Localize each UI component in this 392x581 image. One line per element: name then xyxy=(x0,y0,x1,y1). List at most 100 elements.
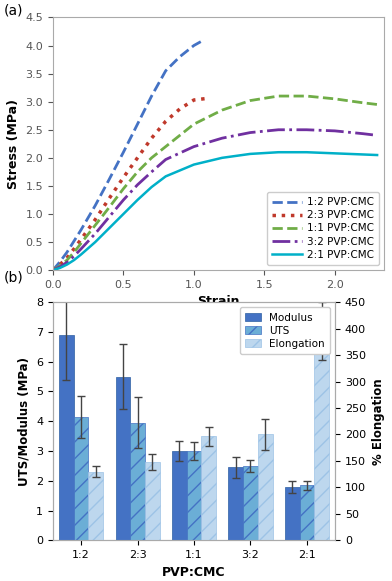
3:2 PVP:CMC xyxy=(107,213,112,220)
2:1 PVP:CMC xyxy=(192,161,196,168)
1:1 PVP:CMC xyxy=(65,257,69,264)
3:2 PVP:CMC xyxy=(375,132,379,139)
1:1 PVP:CMC xyxy=(72,249,76,256)
X-axis label: Strain: Strain xyxy=(197,296,240,309)
1:2 PVP:CMC xyxy=(51,267,55,274)
Bar xyxy=(89,472,103,540)
3:2 PVP:CMC xyxy=(135,181,140,188)
Y-axis label: UTS/Modulus (MPa): UTS/Modulus (MPa) xyxy=(18,357,31,486)
Text: (a): (a) xyxy=(4,3,24,17)
Bar xyxy=(187,451,201,540)
2:3 PVP:CMC xyxy=(58,261,62,268)
1:2 PVP:CMC xyxy=(121,149,126,156)
3:2 PVP:CMC xyxy=(65,259,69,266)
1:1 PVP:CMC xyxy=(93,222,98,229)
3:2 PVP:CMC xyxy=(192,143,196,150)
1:1 PVP:CMC xyxy=(192,121,196,128)
1:1 PVP:CMC xyxy=(149,155,154,162)
2:3 PVP:CMC xyxy=(206,95,211,102)
Legend: Modulus, UTS, Elongation: Modulus, UTS, Elongation xyxy=(240,307,330,354)
Bar xyxy=(229,467,243,540)
3:2 PVP:CMC xyxy=(332,127,337,134)
2:3 PVP:CMC xyxy=(135,155,140,162)
1:2 PVP:CMC xyxy=(178,53,182,60)
3:2 PVP:CMC xyxy=(276,126,281,133)
2:1 PVP:CMC xyxy=(332,150,337,157)
1:1 PVP:CMC xyxy=(58,262,62,269)
2:3 PVP:CMC xyxy=(72,245,76,252)
3:2 PVP:CMC xyxy=(72,253,76,260)
1:2 PVP:CMC xyxy=(199,38,203,45)
Line: 2:3 PVP:CMC: 2:3 PVP:CMC xyxy=(53,98,208,270)
2:1 PVP:CMC xyxy=(51,267,55,274)
1:1 PVP:CMC xyxy=(79,240,83,247)
1:1 PVP:CMC xyxy=(51,267,55,274)
2:1 PVP:CMC xyxy=(79,251,83,258)
3:2 PVP:CMC xyxy=(58,263,62,270)
Bar xyxy=(130,423,145,540)
Bar xyxy=(145,462,160,540)
2:1 PVP:CMC xyxy=(72,257,76,264)
X-axis label: PVP:CMC: PVP:CMC xyxy=(162,566,226,579)
Bar xyxy=(116,376,130,540)
3:2 PVP:CMC xyxy=(51,267,55,274)
2:1 PVP:CMC xyxy=(65,261,69,268)
3:2 PVP:CMC xyxy=(361,130,365,137)
1:2 PVP:CMC xyxy=(58,258,62,265)
Legend: 1:2 PVP:CMC, 2:3 PVP:CMC, 1:1 PVP:CMC, 3:2 PVP:CMC, 2:1 PVP:CMC: 1:2 PVP:CMC, 2:3 PVP:CMC, 1:1 PVP:CMC, 3… xyxy=(267,192,379,265)
Bar xyxy=(285,487,299,540)
Line: 2:1 PVP:CMC: 2:1 PVP:CMC xyxy=(53,152,377,270)
3:2 PVP:CMC xyxy=(149,168,154,175)
1:1 PVP:CMC xyxy=(121,185,126,192)
1:1 PVP:CMC xyxy=(304,92,309,99)
Bar xyxy=(172,451,187,540)
2:1 PVP:CMC xyxy=(58,264,62,271)
2:1 PVP:CMC xyxy=(276,149,281,156)
2:1 PVP:CMC xyxy=(149,184,154,191)
1:2 PVP:CMC xyxy=(192,42,196,49)
2:3 PVP:CMC xyxy=(149,135,154,142)
2:3 PVP:CMC xyxy=(163,118,168,125)
1:2 PVP:CMC xyxy=(107,175,112,182)
3:2 PVP:CMC xyxy=(248,129,252,136)
2:3 PVP:CMC xyxy=(93,216,98,223)
2:3 PVP:CMC xyxy=(121,174,126,181)
3:2 PVP:CMC xyxy=(220,135,224,142)
Y-axis label: % Elongation: % Elongation xyxy=(372,378,385,465)
Bar xyxy=(74,417,89,540)
2:1 PVP:CMC xyxy=(220,155,224,162)
3:2 PVP:CMC xyxy=(304,126,309,133)
Line: 1:2 PVP:CMC: 1:2 PVP:CMC xyxy=(53,42,201,270)
2:1 PVP:CMC xyxy=(121,210,126,217)
1:1 PVP:CMC xyxy=(361,99,365,106)
Bar xyxy=(59,335,74,540)
Line: 3:2 PVP:CMC: 3:2 PVP:CMC xyxy=(53,130,377,270)
2:1 PVP:CMC xyxy=(375,152,379,159)
2:3 PVP:CMC xyxy=(65,254,69,261)
2:1 PVP:CMC xyxy=(135,196,140,203)
Bar xyxy=(243,466,258,540)
Bar xyxy=(299,485,314,540)
3:2 PVP:CMC xyxy=(121,196,126,203)
1:2 PVP:CMC xyxy=(93,202,98,209)
Text: (b): (b) xyxy=(4,271,24,285)
2:1 PVP:CMC xyxy=(304,149,309,156)
2:1 PVP:CMC xyxy=(163,173,168,180)
1:1 PVP:CMC xyxy=(248,97,252,104)
2:1 PVP:CMC xyxy=(361,151,365,158)
1:2 PVP:CMC xyxy=(65,249,69,256)
1:1 PVP:CMC xyxy=(220,107,224,114)
1:1 PVP:CMC xyxy=(107,204,112,211)
1:2 PVP:CMC xyxy=(79,226,83,233)
2:3 PVP:CMC xyxy=(192,96,196,103)
1:1 PVP:CMC xyxy=(375,101,379,108)
3:2 PVP:CMC xyxy=(79,245,83,252)
1:2 PVP:CMC xyxy=(135,121,140,128)
Y-axis label: Stress (MPa): Stress (MPa) xyxy=(7,99,20,189)
2:1 PVP:CMC xyxy=(248,150,252,157)
1:2 PVP:CMC xyxy=(163,67,168,74)
2:3 PVP:CMC xyxy=(107,195,112,202)
Bar xyxy=(201,436,216,540)
Line: 1:1 PVP:CMC: 1:1 PVP:CMC xyxy=(53,96,377,270)
1:1 PVP:CMC xyxy=(332,95,337,102)
